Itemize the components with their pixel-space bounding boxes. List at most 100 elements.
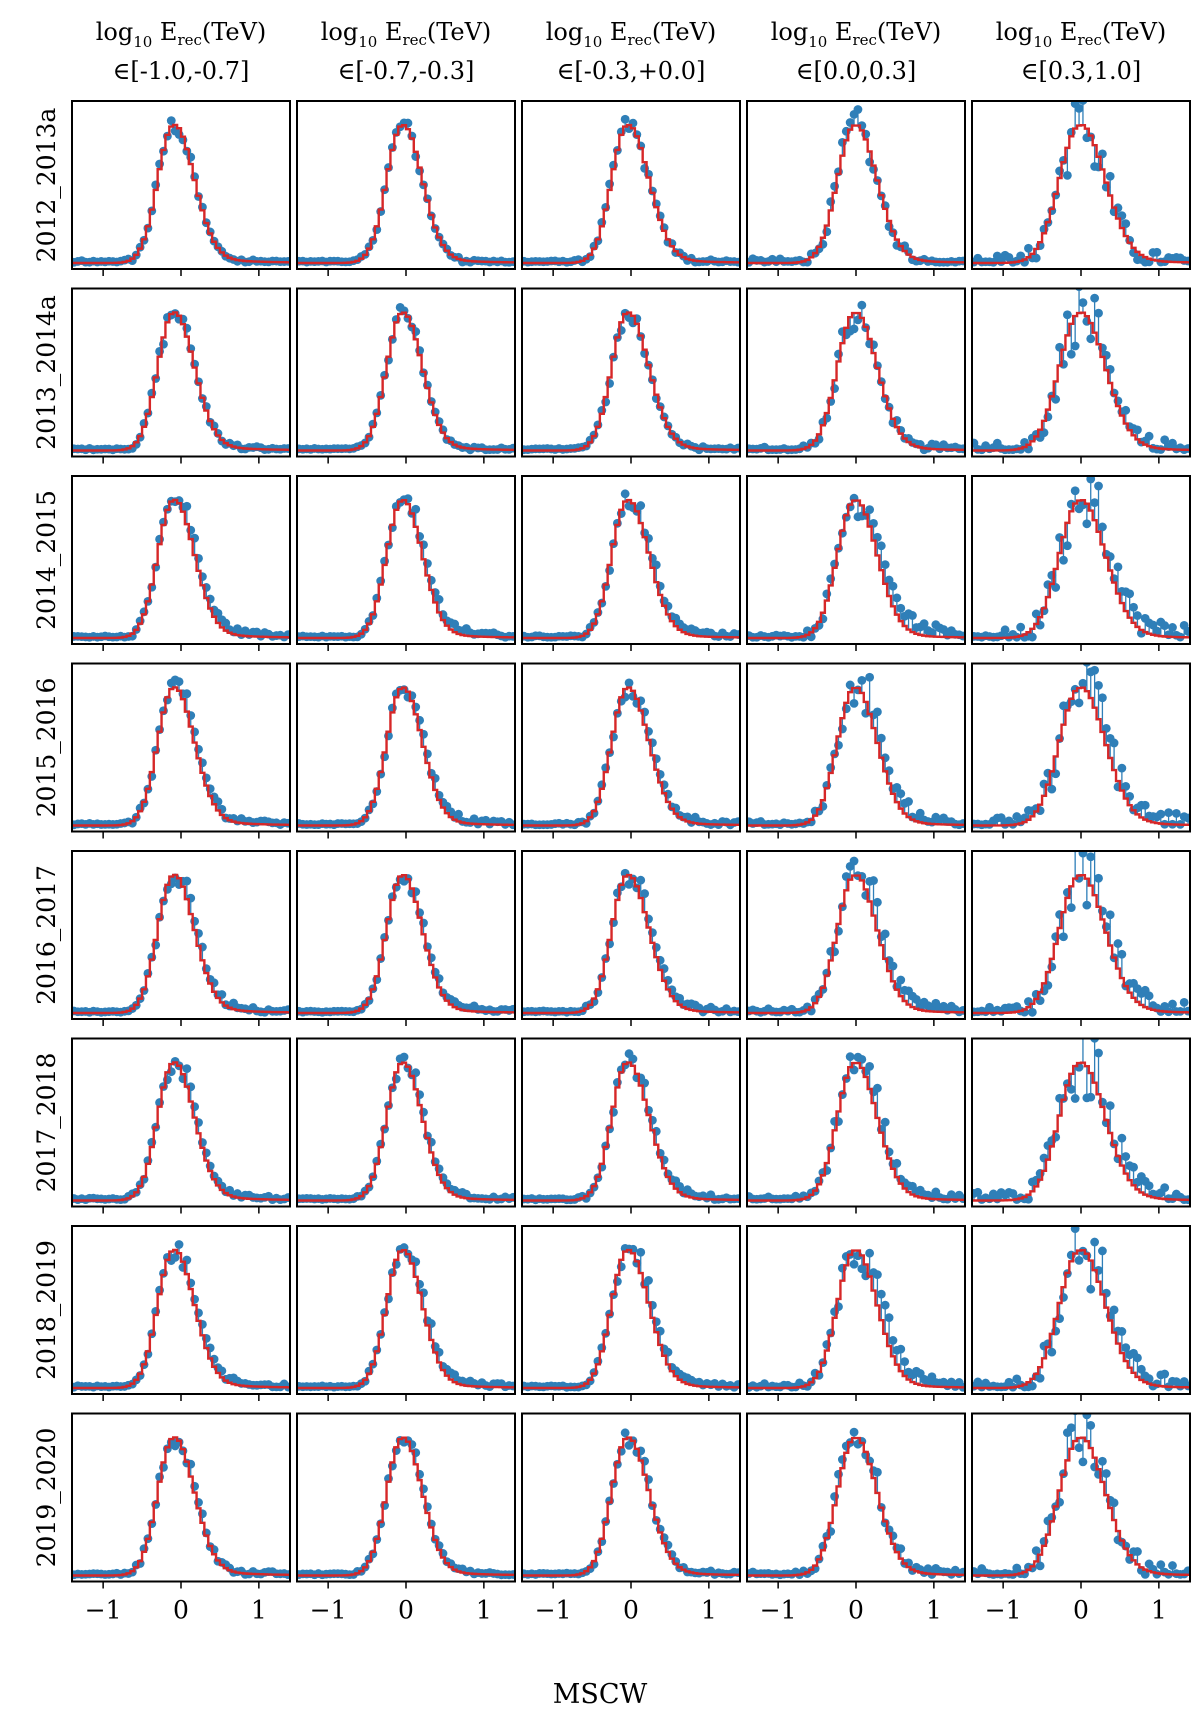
panel-grid — [71, 100, 1191, 1589]
header-sub-rec: rec — [852, 31, 876, 49]
data-point — [865, 505, 875, 515]
data-point — [1098, 1456, 1107, 1466]
data-point — [283, 818, 290, 828]
data-point — [1059, 555, 1068, 565]
data-point — [900, 1357, 910, 1367]
data-point — [1078, 298, 1088, 308]
panel-r1-c4 — [971, 287, 1191, 464]
data-point — [880, 1300, 890, 1310]
model-step-line — [522, 1436, 740, 1577]
data-point — [880, 929, 890, 939]
data-point — [174, 1240, 184, 1249]
x-tick-label: 0 — [398, 1596, 414, 1625]
row-label-2017_2018: 2017_2018 — [32, 1053, 61, 1193]
model-step-line — [747, 874, 965, 1015]
row-label-2015_2016: 2015_2016 — [32, 678, 61, 818]
data-point — [620, 114, 630, 124]
data-point — [876, 541, 886, 551]
panel-r6-c0 — [71, 1225, 291, 1401]
data-point — [1016, 251, 1026, 261]
panel-r4-c3 — [746, 850, 966, 1026]
data-point — [857, 1264, 867, 1274]
data-point — [1183, 626, 1190, 636]
data-point — [624, 678, 634, 688]
data-point — [888, 581, 898, 591]
header-log: log — [321, 18, 359, 46]
data-point — [873, 1467, 882, 1477]
data-point — [733, 1194, 740, 1203]
data-point — [880, 1117, 890, 1127]
data-point — [1117, 949, 1127, 959]
model-step-line — [747, 1061, 965, 1202]
model-step-line — [72, 1436, 290, 1577]
panel-frame — [71, 1225, 291, 1395]
header-unit: (TeV) — [202, 18, 266, 46]
panel-r4-c1 — [296, 850, 516, 1026]
data-point — [873, 1083, 882, 1093]
model-step-line — [297, 686, 515, 827]
data-point — [1070, 341, 1080, 351]
data-point — [1086, 476, 1096, 484]
data-point — [636, 501, 646, 510]
model-step-line — [972, 1436, 1190, 1577]
data-point — [399, 1052, 409, 1062]
panel-r2-c1 — [296, 475, 516, 651]
data-point — [1156, 1560, 1166, 1570]
data-point — [1066, 903, 1076, 913]
panel-r5-c4 — [971, 1037, 1191, 1214]
panel-r7-c0 — [71, 1412, 291, 1589]
model-step-line — [972, 874, 1190, 1015]
data-point — [849, 1259, 859, 1269]
data-point — [1059, 932, 1068, 942]
data-point — [896, 1344, 906, 1354]
data-point — [896, 1544, 906, 1554]
data-point — [1133, 1353, 1142, 1363]
model-step-line — [297, 311, 515, 452]
data-point — [1183, 256, 1190, 266]
data-point — [1062, 310, 1072, 320]
x-tick-label: −1 — [85, 1596, 122, 1625]
panel-r5-c1 — [296, 1037, 516, 1214]
panel-r3-c3 — [746, 662, 966, 839]
panel-r3-c1 — [296, 662, 516, 839]
x-tick-labels: −1 0 1 −1 0 1 −1 0 1 −1 0 1 −1 0 1 — [85, 1596, 1167, 1625]
model-step-line — [972, 124, 1190, 265]
data-point — [411, 504, 421, 514]
data-point — [1179, 997, 1189, 1007]
data-point — [1105, 910, 1115, 920]
data-point — [1000, 625, 1010, 635]
data-point — [1129, 1162, 1138, 1172]
data-point — [1074, 103, 1084, 113]
column-header-line2-1: ∈[-0.7,-0.3] — [338, 57, 475, 85]
data-point — [1031, 1546, 1041, 1556]
header-unit: (TeV) — [1102, 18, 1166, 46]
model-step-line — [522, 498, 740, 640]
row-label-2012_2013a: 2012_2013a — [32, 108, 61, 263]
data-point — [888, 961, 898, 971]
data-point — [1117, 1327, 1127, 1336]
panel-r5-c0 — [71, 1037, 291, 1214]
x-tick-label: 1 — [251, 1596, 267, 1625]
data-point — [1094, 481, 1103, 491]
data-point — [892, 593, 902, 603]
x-tick-label: −1 — [985, 1596, 1022, 1625]
panel-r7-c2 — [521, 1412, 741, 1589]
model-step-line — [72, 686, 290, 827]
data-point — [1094, 1048, 1103, 1058]
header-E: E — [152, 18, 177, 46]
data-point — [958, 631, 965, 641]
panel-r0-c0 — [71, 100, 291, 276]
data-point — [1098, 522, 1107, 532]
header-log: log — [546, 18, 584, 46]
model-step-line — [747, 499, 965, 640]
x-tick-label: 1 — [1151, 1596, 1167, 1625]
data-point — [1094, 681, 1103, 690]
model-step-line — [972, 1061, 1190, 1202]
data-point — [1027, 1007, 1037, 1017]
model-step-line — [72, 498, 290, 640]
panel-r4-c4 — [971, 850, 1191, 1026]
model-step-line — [972, 311, 1190, 452]
header-E: E — [377, 18, 402, 46]
panel-r1-c0 — [71, 287, 291, 464]
data-point — [1121, 405, 1131, 415]
